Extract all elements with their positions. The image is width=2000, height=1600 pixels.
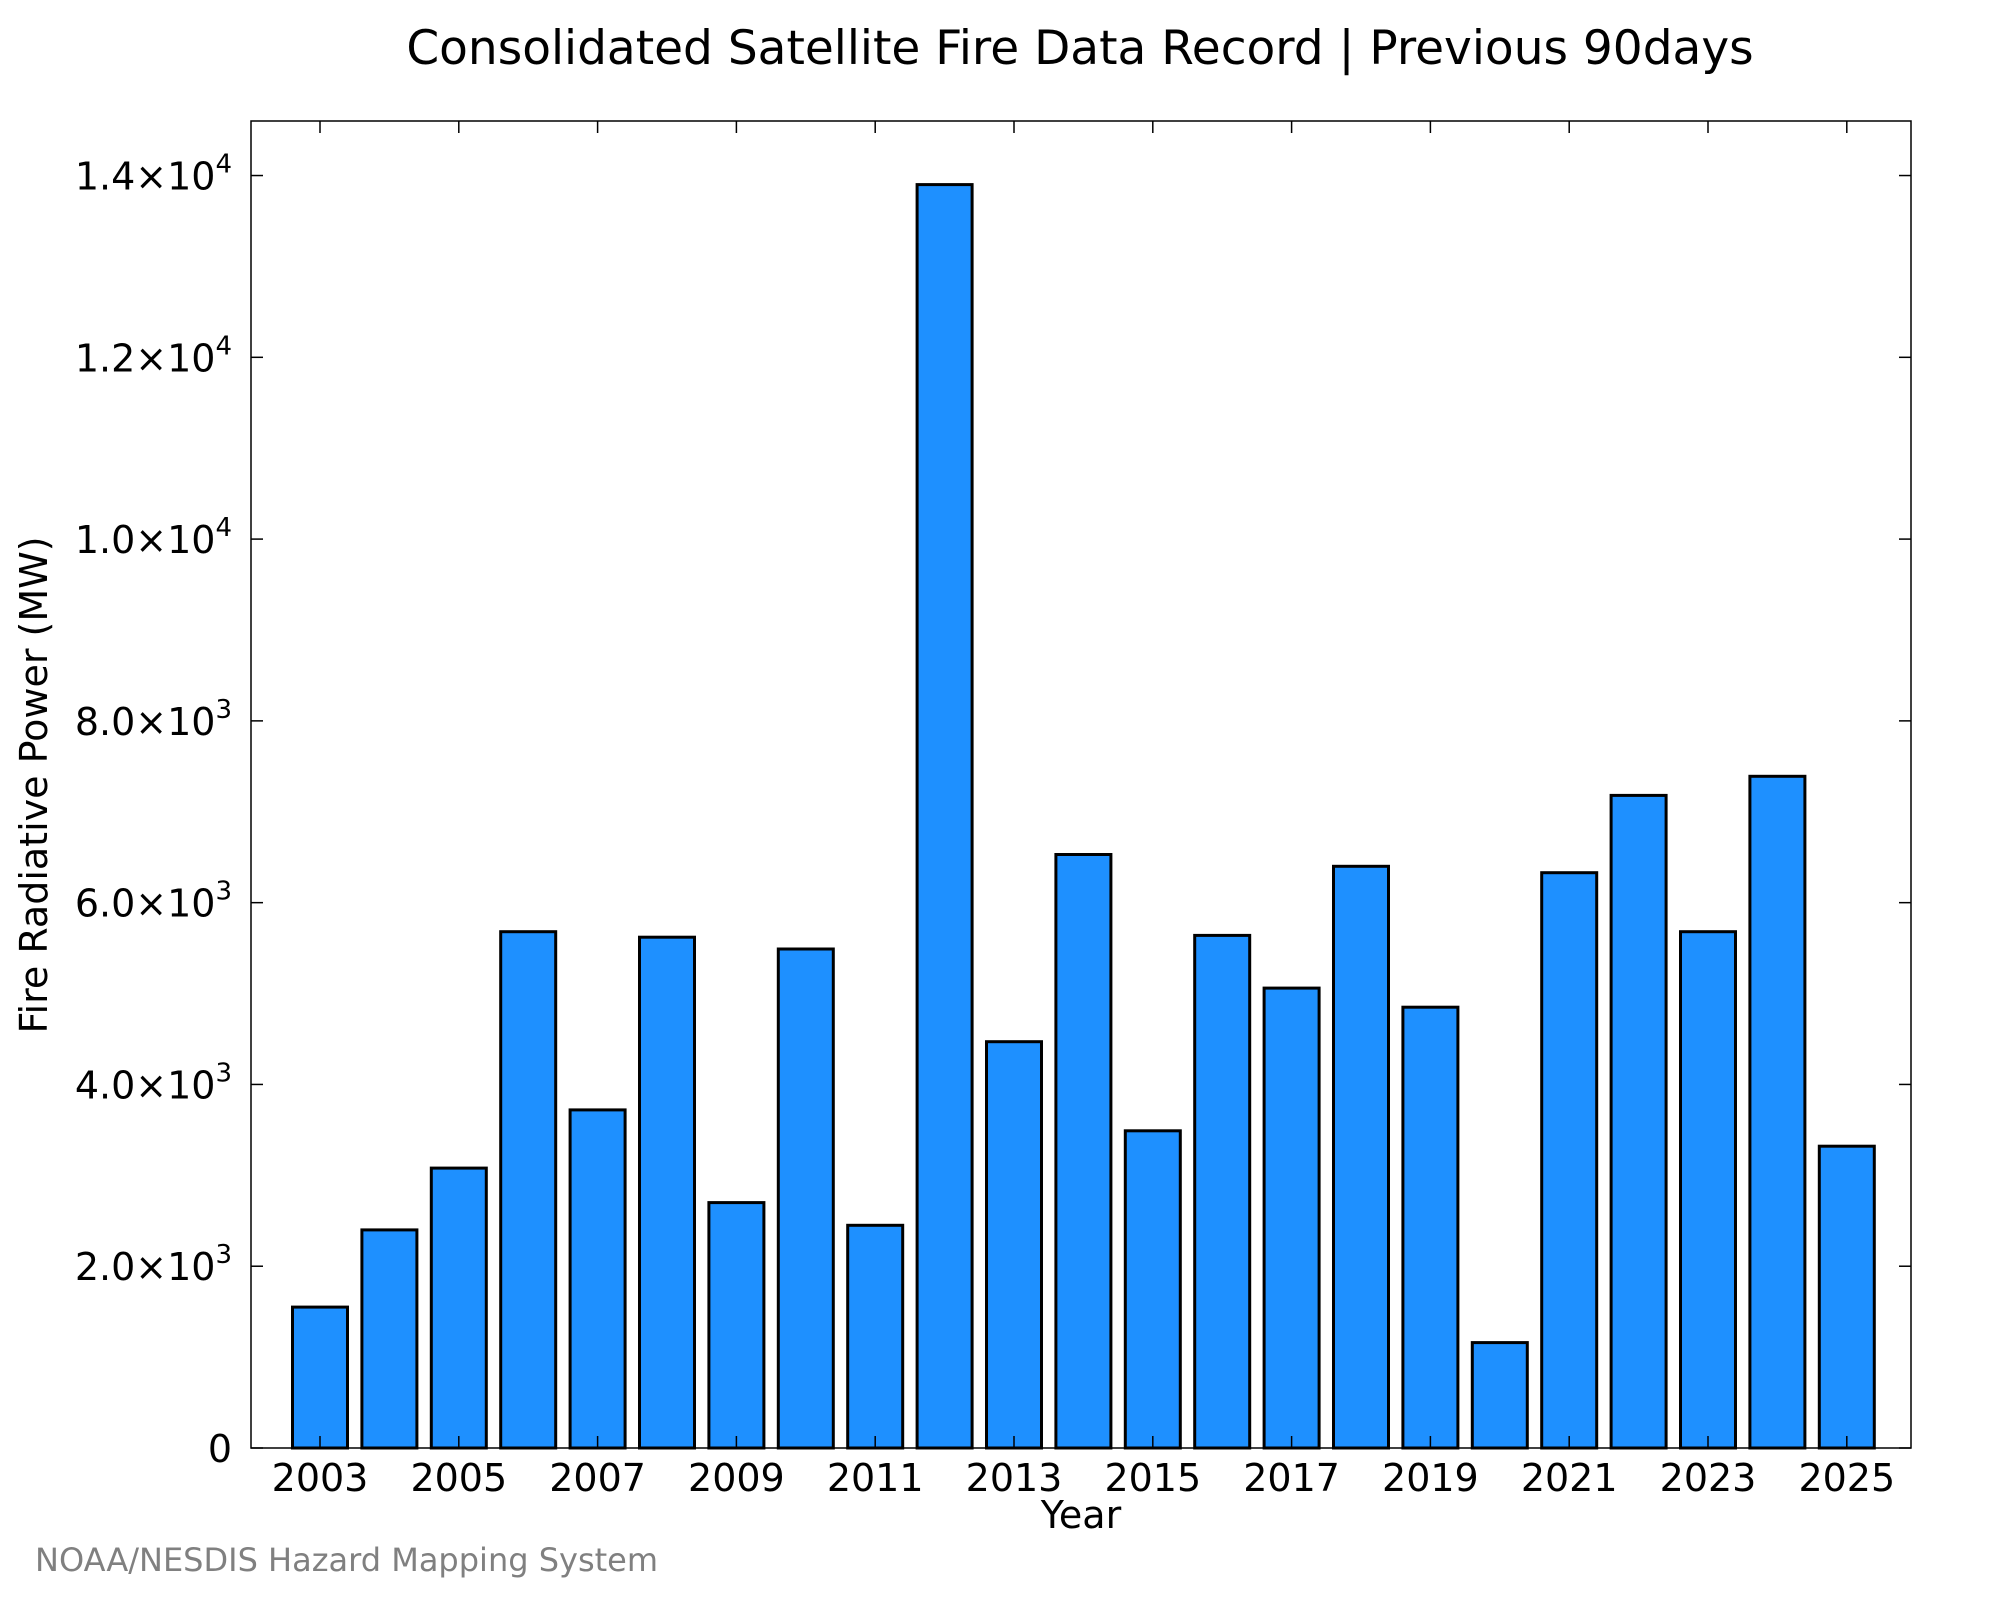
- bar-2003: [291, 1305, 349, 1450]
- bar-2014: [1054, 853, 1113, 1450]
- x-tick-label-2015: 2015: [1104, 1456, 1201, 1500]
- x-tick-label-2017: 2017: [1243, 1456, 1340, 1500]
- bar-2018: [1332, 864, 1390, 1450]
- y-axis-ticks: 0 2.0×103 4.0×103 6.0×103 8.0×103 1.0×104 1.2×…: [75, 150, 1911, 1471]
- bar-2022: [1609, 793, 1668, 1450]
- y-tick-label-10000: 1.0×104: [75, 513, 232, 562]
- y-tick-label-14000: 1.4×104: [75, 150, 232, 199]
- y-axis-label: Fire Radiative Power (MW): [12, 536, 56, 1033]
- bar-2019: [1401, 1005, 1460, 1450]
- x-tick-label-2025: 2025: [1798, 1456, 1895, 1500]
- bar-2011: [846, 1223, 905, 1450]
- y-tick-label-12000: 1.2×104: [75, 331, 232, 380]
- y-tick-label-6000: 6.0×103: [75, 877, 232, 926]
- y-tick-label-4000: 4.0×103: [75, 1058, 232, 1107]
- x-tick-label-2019: 2019: [1382, 1456, 1479, 1500]
- bar-2013: [985, 1040, 1043, 1450]
- bar-2004: [360, 1228, 419, 1450]
- x-tick-label-2005: 2005: [410, 1456, 507, 1500]
- x-tick-label-2021: 2021: [1521, 1456, 1618, 1500]
- bars-group: [291, 183, 1876, 1450]
- bar-2024: [1748, 774, 1807, 1450]
- x-tick-label-2013: 2013: [966, 1456, 1063, 1500]
- bar-2015: [1123, 1129, 1182, 1450]
- bar-2020: [1470, 1341, 1529, 1450]
- bar-2005: [429, 1166, 488, 1450]
- y-tick-label-8000: 8.0×103: [75, 695, 232, 744]
- source-footer: NOAA/NESDIS Hazard Mapping System: [35, 1541, 658, 1579]
- x-axis-label: Year: [1040, 1493, 1122, 1537]
- bar-2006: [499, 930, 558, 1450]
- y-tick-label-2000: 2.0×103: [75, 1240, 232, 1289]
- bar-2023: [1679, 930, 1737, 1450]
- bar-2008: [638, 935, 696, 1450]
- x-tick-label-2011: 2011: [827, 1456, 924, 1500]
- bar-2016: [1193, 933, 1252, 1450]
- x-tick-label-2009: 2009: [688, 1456, 785, 1500]
- x-tick-label-2003: 2003: [272, 1456, 369, 1500]
- bar-2012: [915, 183, 974, 1450]
- bar-2021: [1540, 871, 1599, 1450]
- x-axis-ticks: 2003 2005 2007 2009 2011 2013 2015 2017 2019 2021…: [272, 121, 1895, 1500]
- bar-2010: [776, 947, 835, 1450]
- bar-2009: [707, 1201, 766, 1450]
- bar-2007: [568, 1108, 627, 1450]
- x-tick-label-2007: 2007: [549, 1456, 646, 1500]
- chart-title: Consolidated Satellite Fire Data Record …: [406, 21, 1753, 76]
- bar-2017: [1262, 986, 1321, 1450]
- y-tick-label-0: 0: [208, 1427, 232, 1471]
- x-tick-label-2023: 2023: [1660, 1456, 1757, 1500]
- bar-2025: [1817, 1144, 1876, 1450]
